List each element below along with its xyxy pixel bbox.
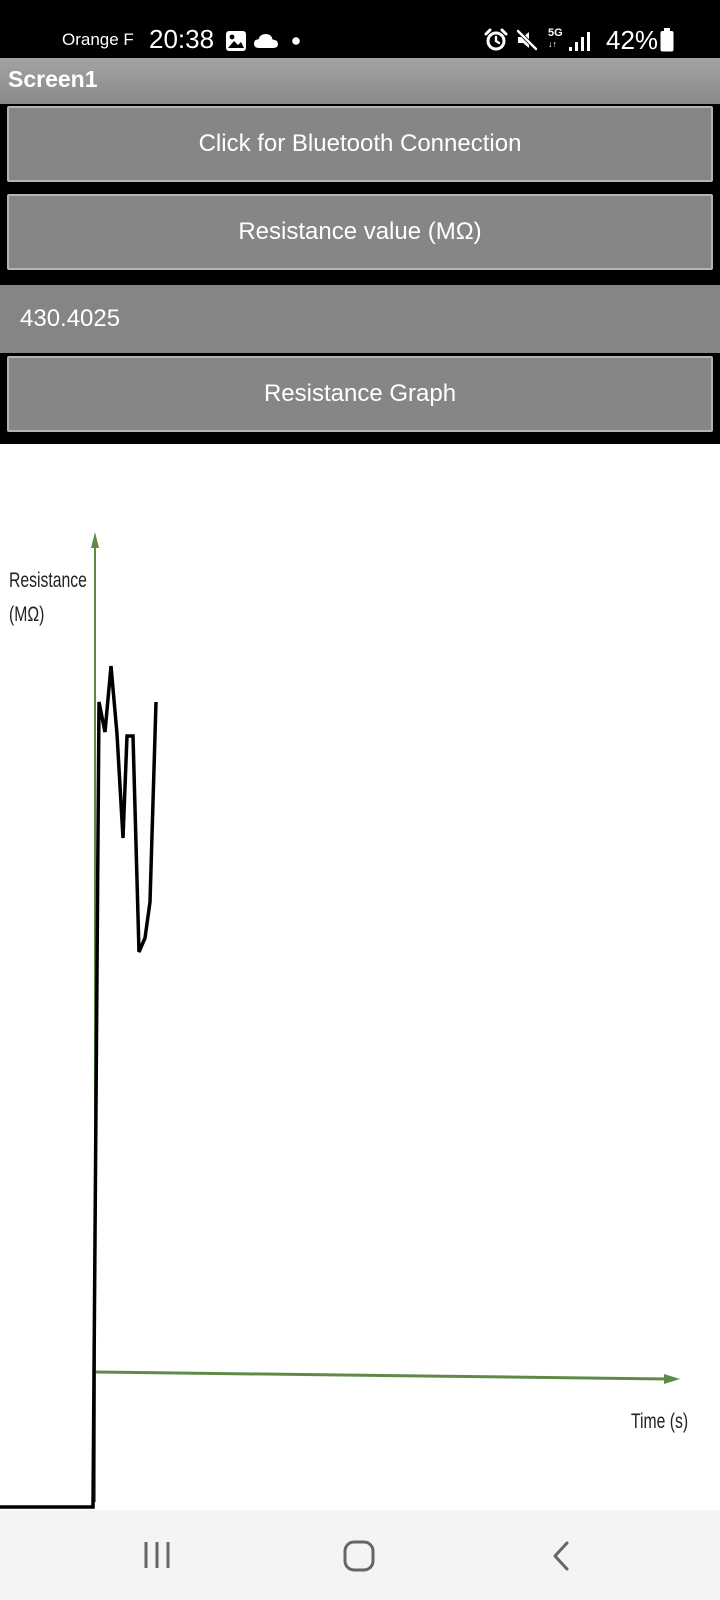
resistance-graph-button[interactable]: Resistance Graph: [7, 356, 713, 432]
resistance-value-button[interactable]: Resistance value (MΩ): [7, 194, 713, 270]
resistance-value-label: Resistance value (MΩ): [238, 218, 482, 245]
clock: 20:38: [149, 24, 215, 54]
recent-apps-icon[interactable]: [142, 1540, 172, 1570]
resistance-trace: [0, 665, 158, 1509]
x-axis: [94, 1370, 671, 1381]
mute-icon: [516, 29, 538, 51]
status-bar: Orange F 20:38 5G ↓↑ 42%: [0, 0, 720, 58]
dot-icon: [292, 37, 300, 45]
battery-percent: 42%: [606, 25, 659, 55]
y-axis-arrow: [91, 532, 99, 548]
app-bar: Screen1: [0, 58, 720, 104]
resistance-graph-label: Resistance Graph: [263, 380, 457, 407]
screen-title: Screen1: [8, 66, 98, 92]
x-axis-arrow: [664, 1374, 680, 1384]
y-axis-label: Resistance (MΩ): [9, 569, 87, 626]
carrier-name: Orange F: [62, 30, 134, 49]
resistance-value-text: 430.4025: [20, 305, 121, 332]
controls-panel: Click for Bluetooth Connection Resistanc…: [0, 104, 720, 444]
battery-icon: [660, 28, 674, 52]
graph-canvas[interactable]: Resistance (MΩ) Time (s): [0, 444, 720, 1510]
gallery-icon: [226, 31, 246, 51]
cloud-icon: [254, 34, 278, 48]
back-icon[interactable]: [550, 1540, 572, 1572]
navigation-bar: [0, 1510, 720, 1600]
network-type: 5G ↓↑: [548, 27, 563, 50]
graph-svg: [0, 532, 680, 1509]
alarm-icon: [484, 28, 508, 51]
bluetooth-connect-label: Click for Bluetooth Connection: [198, 130, 522, 157]
resistance-value-display: 430.4025: [0, 285, 720, 353]
x-axis-label: Time (s): [631, 1410, 689, 1433]
signal-icon: [569, 32, 590, 51]
bluetooth-connect-button[interactable]: Click for Bluetooth Connection: [7, 106, 713, 182]
home-icon[interactable]: [343, 1540, 375, 1572]
